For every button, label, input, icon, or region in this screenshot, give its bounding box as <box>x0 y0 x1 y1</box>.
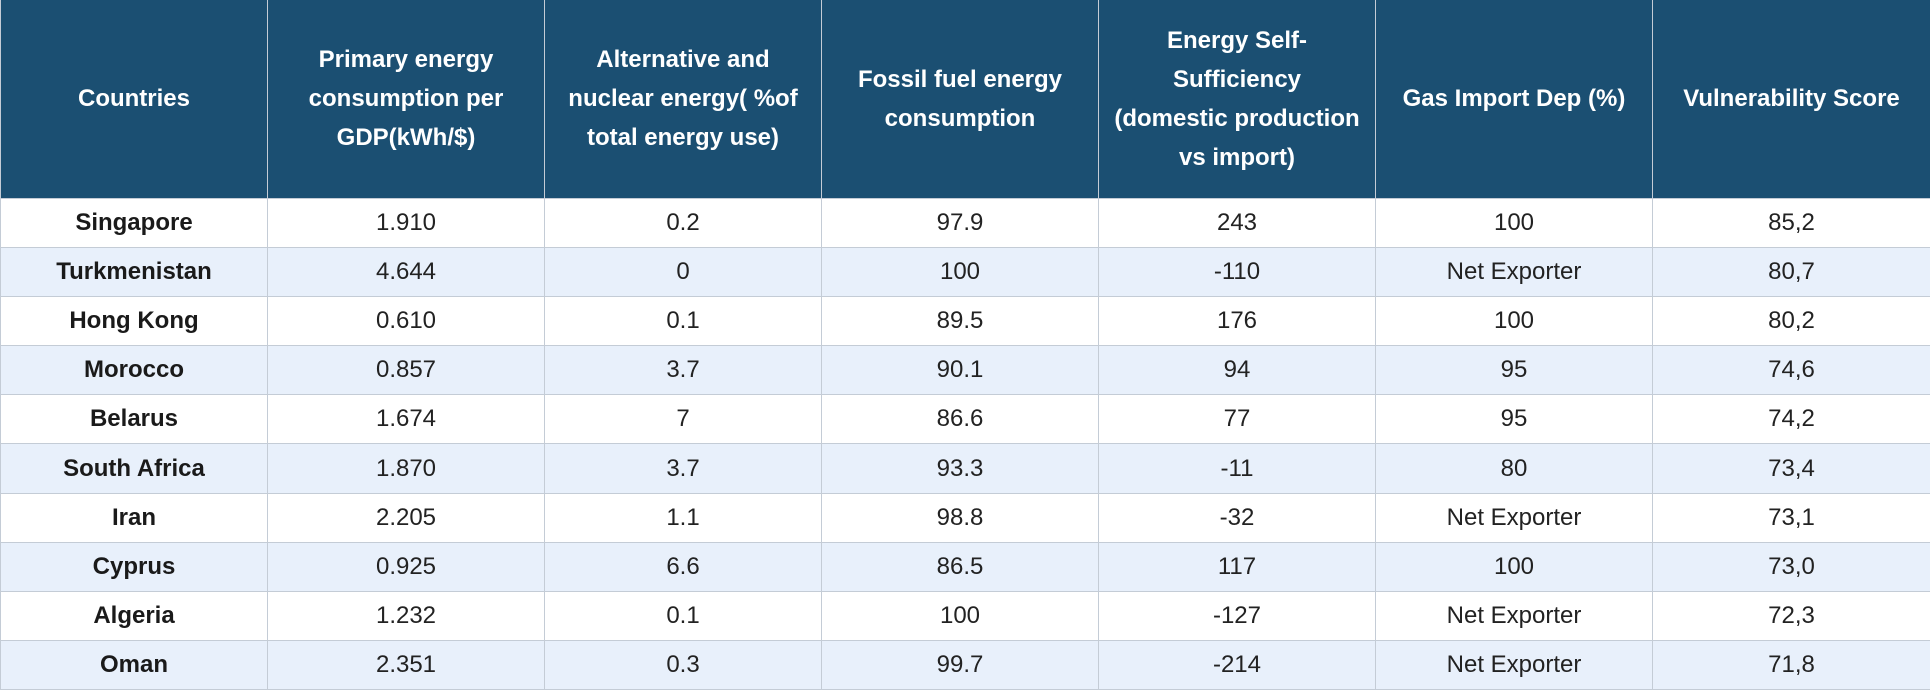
table-cell: Net Exporter <box>1375 246 1653 297</box>
table-cell: 77 <box>1098 394 1376 445</box>
table-cell: 73,4 <box>1652 443 1930 494</box>
table-row: Hong Kong 0.610 0.1 89.5 176 100 80,2 <box>0 295 1930 347</box>
table-cell: -11 <box>1098 443 1376 494</box>
table-cell: 74,2 <box>1652 394 1930 445</box>
table-cell: 1.910 <box>267 197 545 248</box>
table-cell: 0.3 <box>544 640 822 690</box>
table-cell: 99.7 <box>821 640 1099 690</box>
country-cell: Morocco <box>0 345 268 396</box>
table-row: South Africa 1.870 3.7 93.3 -11 80 73,4 <box>0 443 1930 494</box>
table-cell: 176 <box>1098 295 1376 347</box>
table-cell: 0.1 <box>544 590 822 642</box>
country-cell: Turkmenistan <box>0 246 268 297</box>
table-cell: 100 <box>821 246 1099 297</box>
table-cell: 0.857 <box>267 345 545 396</box>
header-cell: Vulnerability Score <box>1652 0 1930 199</box>
table-cell: 72,3 <box>1652 590 1930 642</box>
table-cell: 2.205 <box>267 492 545 543</box>
table-cell: 0 <box>544 246 822 297</box>
table-cell: 117 <box>1098 541 1376 593</box>
table-cell: 1.1 <box>544 492 822 543</box>
table-cell: 97.9 <box>821 197 1099 248</box>
header-cell: Alternative and nuclear energy( %of tota… <box>544 0 822 199</box>
table-cell: 80,2 <box>1652 295 1930 347</box>
table-cell: 3.7 <box>544 345 822 396</box>
table-cell: -110 <box>1098 246 1376 297</box>
table-cell: 89.5 <box>821 295 1099 347</box>
table-row: Turkmenistan 4.644 0 100 -110 Net Exporter 80,… <box>0 246 1930 297</box>
country-cell: Iran <box>0 492 268 543</box>
table-cell: 86.5 <box>821 541 1099 593</box>
table-cell: 1.870 <box>267 443 545 494</box>
country-cell: Hong Kong <box>0 295 268 347</box>
table-cell: Net Exporter <box>1375 590 1653 642</box>
header-cell: Countries <box>0 0 268 199</box>
table-cell: 86.6 <box>821 394 1099 445</box>
table-cell: 100 <box>1375 541 1653 593</box>
header-cell: Primary energy consumption per GDP(kWh/$… <box>267 0 545 199</box>
table-cell: 0.2 <box>544 197 822 248</box>
table-cell: 73,1 <box>1652 492 1930 543</box>
country-cell: Algeria <box>0 590 268 642</box>
table-cell: 6.6 <box>544 541 822 593</box>
table-cell: 95 <box>1375 345 1653 396</box>
table-row: Singapore 1.910 0.2 97.9 243 100 85,2 <box>0 197 1930 248</box>
country-cell: South Africa <box>0 443 268 494</box>
table-cell: 243 <box>1098 197 1376 248</box>
table-cell: 0.925 <box>267 541 545 593</box>
table-cell: 100 <box>821 590 1099 642</box>
table-row: Cyprus 0.925 6.6 86.5 117 100 73,0 <box>0 541 1930 593</box>
table-cell: 93.3 <box>821 443 1099 494</box>
header-cell: Fossil fuel energy consumption <box>821 0 1099 199</box>
header-cell: Gas Import Dep (%) <box>1375 0 1653 199</box>
header-cell: Energy Self-Sufficiency (domestic produc… <box>1098 0 1376 199</box>
table-cell: -214 <box>1098 640 1376 690</box>
table-row: Belarus 1.674 7 86.6 77 95 74,2 <box>0 394 1930 445</box>
country-cell: Belarus <box>0 394 268 445</box>
table-cell: 73,0 <box>1652 541 1930 593</box>
table-cell: 1.674 <box>267 394 545 445</box>
table-row: Algeria 1.232 0.1 100 -127 Net Exporter 72,3 <box>0 590 1930 642</box>
table-cell: Net Exporter <box>1375 640 1653 690</box>
table-row: Oman 2.351 0.3 99.7 -214 Net Exporter 71,8 <box>0 640 1930 690</box>
table-cell: -32 <box>1098 492 1376 543</box>
table-cell: 0.1 <box>544 295 822 347</box>
table-cell: 1.232 <box>267 590 545 642</box>
table-cell: 80,7 <box>1652 246 1930 297</box>
table-cell: 74,6 <box>1652 345 1930 396</box>
table-cell: 80 <box>1375 443 1653 494</box>
country-cell: Cyprus <box>0 541 268 593</box>
table-cell: 95 <box>1375 394 1653 445</box>
table-row: Morocco 0.857 3.7 90.1 94 95 74,6 <box>0 345 1930 396</box>
table-cell: Net Exporter <box>1375 492 1653 543</box>
table-cell: 85,2 <box>1652 197 1930 248</box>
table-cell: 100 <box>1375 197 1653 248</box>
table-cell: 0.610 <box>267 295 545 347</box>
table-cell: 3.7 <box>544 443 822 494</box>
table-cell: 4.644 <box>267 246 545 297</box>
table-cell: 2.351 <box>267 640 545 690</box>
table-body: Singapore 1.910 0.2 97.9 243 100 85,2 Turkmenis… <box>0 197 1930 690</box>
table-cell: 90.1 <box>821 345 1099 396</box>
table-cell: 94 <box>1098 345 1376 396</box>
table-cell: 71,8 <box>1652 640 1930 690</box>
header-row: Countries Primary energy consumption per … <box>0 0 1930 199</box>
table-cell: -127 <box>1098 590 1376 642</box>
table-cell: 7 <box>544 394 822 445</box>
table-cell: 98.8 <box>821 492 1099 543</box>
table-row: Iran 2.205 1.1 98.8 -32 Net Exporter 73,1 <box>0 492 1930 543</box>
country-cell: Oman <box>0 640 268 690</box>
table-cell: 100 <box>1375 295 1653 347</box>
country-cell: Singapore <box>0 197 268 248</box>
